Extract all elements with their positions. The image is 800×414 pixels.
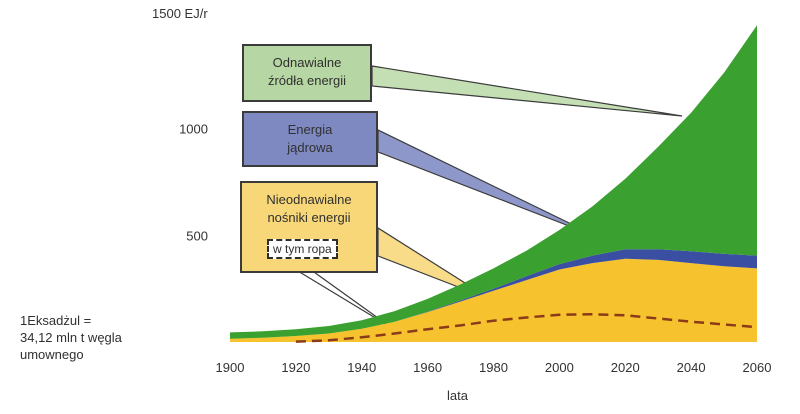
callout-renewable-line2: źródła energii [267, 73, 347, 88]
callout-oil: w tym ropa [267, 239, 338, 259]
unit-note: 1Eksadżul = 34,12 mln t węgla umownego [20, 312, 170, 363]
area-series-0 [230, 258, 757, 342]
callout-nuclear-line2: jądrowa [287, 140, 333, 155]
callout-renewable: Odnawialne źródła energii [242, 44, 372, 102]
callout-renewable-line1: Odnawialne [272, 55, 342, 70]
x-tick-label-2: 1940 [347, 360, 376, 375]
callout-nonrenewable: Nieodnawialne nośniki energii [240, 181, 378, 273]
x-tick-label-5: 2000 [545, 360, 574, 375]
callout-pointer-renewable [371, 65, 683, 117]
unit-note-line3: umownego [20, 347, 84, 362]
y-tick-label-1: 500 [186, 228, 208, 243]
callout-nuclear-line1: Energia [287, 122, 333, 137]
callout-pointer-nuclear [377, 129, 601, 239]
x-tick-label-1: 1920 [281, 360, 310, 375]
area-series-1 [230, 249, 757, 339]
callout-pointer-nonrenewable [377, 226, 493, 301]
x-tick-label-3: 1960 [413, 360, 442, 375]
x-tick-label-6: 2020 [611, 360, 640, 375]
unit-note-line1: 1Eksadżul = [20, 313, 92, 328]
x-tick-label-4: 1980 [479, 360, 508, 375]
callout-nuclear: Energia jądrowa [242, 111, 378, 167]
unit-note-line2: 34,12 mln t węgla [20, 330, 122, 345]
y-unit-label: 1500 EJ/r [152, 6, 208, 21]
area-series-2 [230, 25, 757, 339]
x-tick-label-8: 2060 [743, 360, 772, 375]
x-axis-label: lata [447, 388, 468, 403]
y-tick-label-0: 1000 [179, 122, 208, 137]
oil-dashed-line [295, 313, 758, 343]
x-tick-label-7: 2040 [677, 360, 706, 375]
callout-nonrenewable-line2: nośniki energii [267, 210, 351, 225]
x-tick-label-0: 1900 [216, 360, 245, 375]
callout-nonrenewable-line1: Nieodnawialne [266, 192, 352, 207]
